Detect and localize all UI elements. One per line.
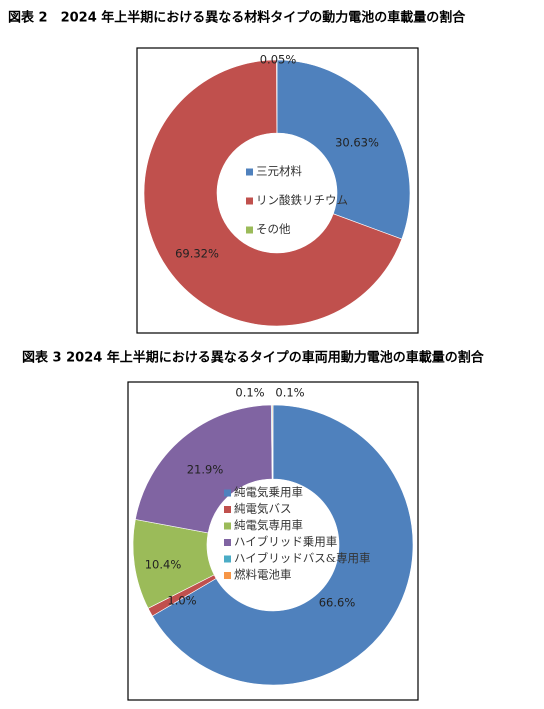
value-label: 0.1% <box>235 386 264 400</box>
legend-label: 純電気専用車 <box>234 518 303 532</box>
legend-label: 三元材料 <box>256 164 302 178</box>
donut-slice <box>143 59 403 327</box>
legend-swatch <box>224 572 231 579</box>
value-label: 10.4% <box>145 558 182 572</box>
value-label: 21.9% <box>187 463 224 477</box>
legend-swatch <box>224 555 231 563</box>
legend-label: 燃料電池車 <box>234 568 292 582</box>
value-label: 1.0% <box>167 594 196 608</box>
legend-swatch <box>224 489 231 497</box>
legend-label: リン酸鉄リチウム <box>256 193 348 207</box>
legend-swatch <box>246 168 253 176</box>
value-label: 30.63% <box>335 136 379 150</box>
legend-swatch <box>246 197 253 205</box>
chart-title: 図表 3 2024 年上半期における異なるタイプの車両用動力電池の車載量の割合 <box>22 350 485 366</box>
donut-slice <box>271 404 274 480</box>
value-label: 69.32% <box>175 247 219 261</box>
legend-label: 純電気バス <box>234 502 292 516</box>
legend-label: その他 <box>256 222 291 236</box>
value-label: 0.05% <box>260 53 297 67</box>
legend-label: ハイブリッド乗用車 <box>234 535 337 549</box>
legend-label: 純電気乗用車 <box>234 485 303 499</box>
legend-swatch <box>224 539 231 546</box>
chart-title: 図表 2 2024 年上半期における異なる材料タイプの動力電池の車載量の割合 <box>8 10 466 26</box>
donut-slice <box>151 404 414 686</box>
donut-slice <box>276 59 411 240</box>
value-label: 66.6% <box>319 596 356 610</box>
legend-swatch <box>246 226 253 234</box>
legend-swatch <box>224 522 231 530</box>
donut-slice <box>135 404 273 534</box>
value-label: 0.1% <box>275 386 304 400</box>
legend-swatch <box>224 506 231 513</box>
legend-label: ハイブリッドバス&専用車 <box>234 551 371 565</box>
